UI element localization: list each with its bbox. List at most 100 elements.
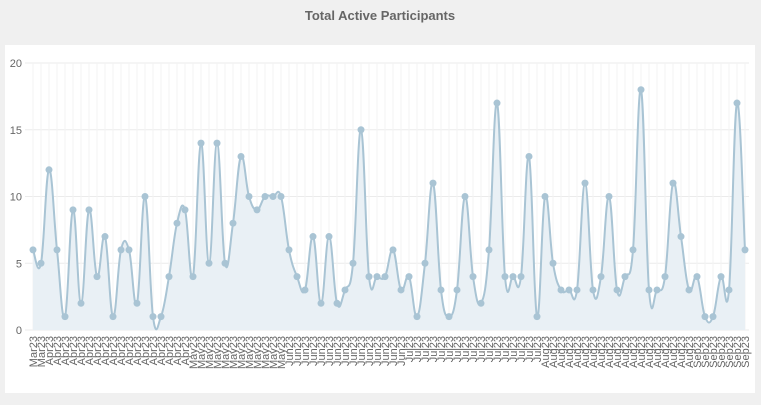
point — [421, 259, 429, 267]
point — [581, 179, 589, 187]
y-tick-label: 15 — [10, 125, 22, 137]
point — [701, 313, 709, 321]
y-tick-label: 5 — [16, 258, 22, 270]
point — [349, 259, 357, 267]
x-tick-label: Aug23 — [564, 336, 576, 368]
point — [541, 193, 549, 200]
x-tick-label: Jun23 — [300, 336, 312, 366]
x-tick-label: Jul23 — [532, 336, 544, 362]
point — [69, 206, 77, 214]
x-tick-label: Aug23 — [556, 336, 568, 368]
point — [557, 286, 565, 294]
x-tick-label: Aug23 — [548, 336, 560, 368]
point — [429, 179, 437, 187]
x-tick-label: Jul23 — [420, 336, 432, 362]
point — [325, 233, 333, 241]
x-tick-label: Aug23 — [684, 336, 696, 368]
x-tick-label: Apr23 — [92, 336, 104, 365]
x-tick-label: Apr23 — [44, 336, 56, 365]
point — [293, 273, 301, 281]
point — [341, 286, 349, 294]
x-tick-label: Jun23 — [340, 336, 352, 366]
x-tick-label: Aug23 — [668, 336, 680, 368]
x-tick-label: Jul23 — [452, 336, 464, 362]
point — [501, 273, 509, 281]
x-tick-label: Mar23 — [28, 336, 40, 367]
x-tick-label: Jul23 — [508, 336, 520, 362]
point — [85, 206, 93, 214]
x-tick-label: May23 — [252, 336, 264, 369]
x-tick-label: Aug23 — [612, 336, 624, 368]
point — [717, 273, 725, 281]
x-tick-label: Aug23 — [652, 336, 664, 368]
x-tick-label: Aug23 — [604, 336, 616, 368]
point — [125, 246, 133, 254]
point — [301, 286, 309, 294]
x-tick-label: May23 — [228, 336, 240, 369]
point — [373, 273, 381, 281]
x-tick-label: May23 — [268, 336, 280, 369]
point — [389, 246, 397, 254]
x-tick-label: Apr23 — [68, 336, 80, 365]
x-tick-label: Sep23 — [708, 336, 720, 368]
point — [709, 313, 717, 321]
point — [573, 286, 581, 294]
point — [221, 259, 229, 267]
point — [229, 219, 237, 227]
point — [205, 259, 213, 267]
x-tick-label: Apr23 — [116, 336, 128, 365]
x-tick-label: Jun23 — [332, 336, 344, 366]
x-tick-label: Apr23 — [172, 336, 184, 365]
point — [725, 286, 733, 294]
x-tick-label: Jun23 — [388, 336, 400, 366]
x-tick-label: Jul23 — [404, 336, 416, 362]
point — [213, 139, 221, 147]
x-tick-label: Apr23 — [84, 336, 96, 365]
point — [597, 273, 605, 281]
point — [693, 273, 701, 281]
point — [93, 273, 101, 281]
x-tick-label: May23 — [188, 336, 200, 369]
point — [133, 299, 141, 307]
point — [485, 246, 493, 254]
point — [37, 259, 45, 267]
x-tick-label: Jul23 — [468, 336, 480, 362]
point — [677, 233, 685, 241]
point — [733, 99, 741, 107]
x-tick-label: Jul23 — [492, 336, 504, 362]
point — [605, 193, 613, 200]
x-tick-label: May23 — [236, 336, 248, 369]
x-tick-label: Jun23 — [284, 336, 296, 366]
x-tick-label: Apr23 — [180, 336, 192, 365]
x-tick-label: Jun23 — [372, 336, 384, 366]
point — [157, 313, 165, 321]
x-tick-label: Aug23 — [660, 336, 672, 368]
x-tick-label: Apr23 — [60, 336, 72, 365]
x-tick-label: Sep23 — [740, 336, 752, 368]
point — [445, 313, 453, 321]
x-tick-label: Jun23 — [396, 336, 408, 366]
point — [45, 166, 53, 174]
point — [405, 273, 413, 281]
point — [661, 273, 669, 281]
point — [517, 273, 525, 281]
x-tick-label: May23 — [212, 336, 224, 369]
point — [29, 246, 37, 254]
x-tick-label: Aug23 — [636, 336, 648, 368]
point — [589, 286, 597, 294]
point — [461, 193, 469, 200]
point — [285, 246, 293, 254]
x-tick-label: Aug23 — [580, 336, 592, 368]
x-tick-label: Jul23 — [460, 336, 472, 362]
point — [565, 286, 573, 294]
x-tick-label: Jun23 — [348, 336, 360, 366]
x-tick-label: May23 — [244, 336, 256, 369]
point — [381, 273, 389, 281]
point — [397, 286, 405, 294]
x-tick-label: Sep23 — [732, 336, 744, 368]
x-tick-label: Apr23 — [100, 336, 112, 365]
point — [117, 246, 125, 254]
x-tick-label: Apr23 — [108, 336, 120, 365]
x-tick-label: Apr23 — [156, 336, 168, 365]
point — [637, 86, 645, 94]
